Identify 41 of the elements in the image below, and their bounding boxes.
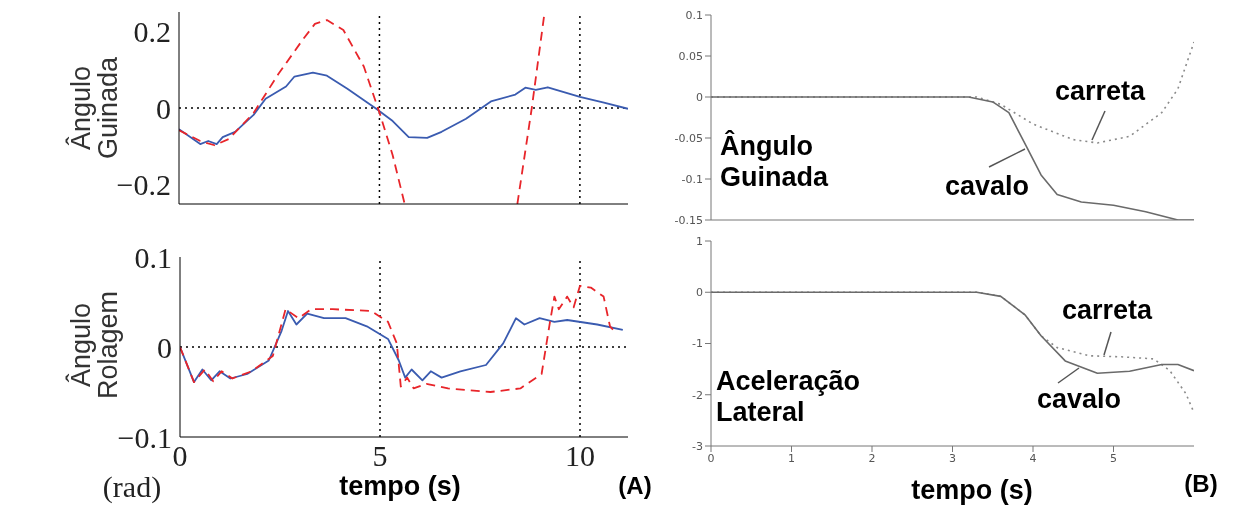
y-tick-label: -0.05 xyxy=(674,131,703,145)
y-tick-label: -2 xyxy=(692,388,703,402)
x-tick-label: 1 xyxy=(788,451,795,465)
series-label: carreta xyxy=(1054,75,1146,106)
y-axis-title: Ângulo Guinada xyxy=(720,130,829,194)
y-tick-label: -0.1 xyxy=(681,172,703,186)
series-label: cavalo xyxy=(944,170,1030,201)
x-tick-label: 2 xyxy=(868,451,876,465)
x-tick-label: 4 xyxy=(1029,451,1037,465)
y-tick-label: −0.1 xyxy=(117,420,172,454)
y-axis-title: Ângulo Rolagem xyxy=(66,290,123,400)
text: (B) xyxy=(1184,470,1218,497)
y-tick-label: 0 xyxy=(156,91,171,125)
x-tick-label: 3 xyxy=(949,451,956,465)
y-axis-title: Ângulo Guinada xyxy=(66,56,123,160)
y-tick-label: -0.15 xyxy=(674,213,703,227)
y-tick-label: 0 xyxy=(696,90,703,104)
line-series xyxy=(180,310,624,383)
y-tick-label: 0.1 xyxy=(685,8,703,22)
x-tick-label: 5 xyxy=(1110,451,1117,465)
x-tick-label: 10 xyxy=(565,439,595,473)
series-label: carreta xyxy=(1061,294,1153,325)
x-axis-title: tempo (s) xyxy=(911,474,1033,505)
y-tick-label: −0.2 xyxy=(116,168,171,202)
y-tick-label: 0 xyxy=(157,330,172,364)
y-tick-label: 0 xyxy=(696,286,703,300)
y-axis-title: Aceleração Lateral xyxy=(716,365,861,429)
y-tick-label: -3 xyxy=(692,439,703,453)
x-tick-label: 5 xyxy=(372,439,388,473)
line-series xyxy=(180,284,615,393)
text: (A) xyxy=(618,472,652,499)
y-tick-label: 1 xyxy=(696,234,703,248)
y-tick-label: -1 xyxy=(692,337,703,351)
y-tick-label: 0.05 xyxy=(678,49,703,63)
series-label: cavalo xyxy=(1036,383,1122,414)
text: (rad) xyxy=(102,470,162,503)
y-tick-label: 0.1 xyxy=(134,240,172,274)
line-series xyxy=(179,71,628,145)
x-tick-label: 0 xyxy=(707,451,715,465)
y-tick-label: 0.2 xyxy=(133,14,171,48)
x-axis-title: tempo (s) xyxy=(339,470,461,501)
